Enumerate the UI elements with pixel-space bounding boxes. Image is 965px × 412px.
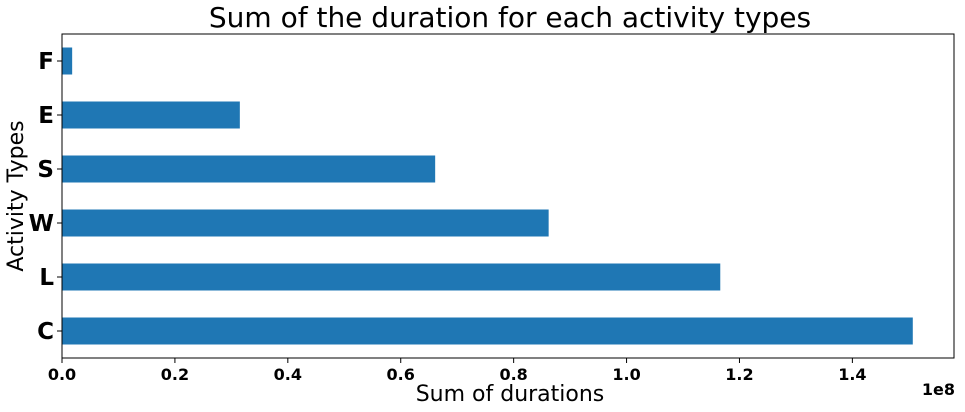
bar-w	[62, 209, 549, 237]
y-axis-label: Activity Types	[4, 120, 29, 271]
x-axis-label: Sum of durations	[416, 382, 605, 407]
x-tick-label: 0.0	[48, 365, 76, 384]
x-tick-label: 1.2	[725, 365, 753, 384]
y-tick-label: F	[38, 49, 54, 75]
x-tick-label: 0.8	[499, 365, 527, 384]
x-tick-label: 1.0	[612, 365, 640, 384]
bar-s	[62, 155, 436, 183]
bar-e	[62, 101, 240, 129]
chart-title: Sum of the duration for each activity ty…	[209, 1, 811, 34]
x-tick-label: 1.4	[838, 365, 866, 384]
plot-frame	[61, 33, 955, 359]
x-tick-label: 0.2	[161, 365, 189, 384]
x-tick-label: 0.6	[387, 365, 415, 384]
bars-group	[62, 47, 913, 345]
bar-f	[62, 47, 73, 75]
x-ticks-group: 0.0 0.2 0.4 0.6 0.8 1.0 1.2 1.4	[48, 358, 867, 384]
y-tick-label: W	[29, 211, 54, 237]
y-tick-label: L	[39, 265, 54, 291]
x-axis-offset-text: 1e8	[922, 380, 955, 399]
y-ticks-group: C L W S E F	[29, 49, 62, 345]
bar-l	[62, 263, 721, 291]
y-tick-label: S	[37, 157, 54, 183]
x-tick-label: 0.4	[274, 365, 302, 384]
bar-c	[62, 317, 913, 345]
y-tick-label: E	[38, 103, 54, 129]
y-tick-label: C	[37, 319, 54, 345]
